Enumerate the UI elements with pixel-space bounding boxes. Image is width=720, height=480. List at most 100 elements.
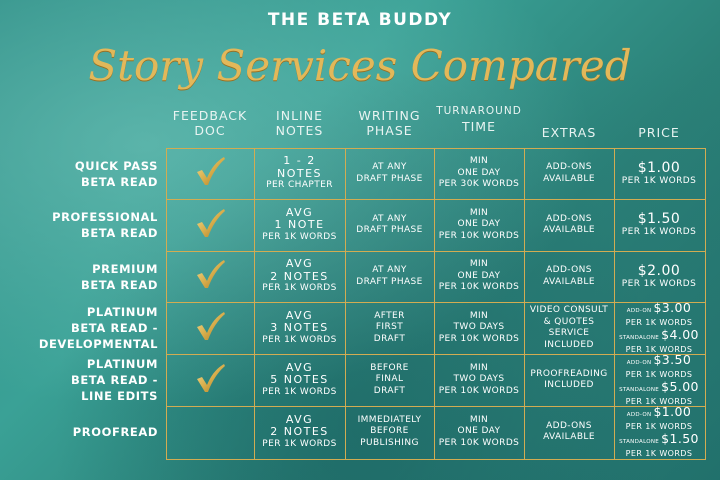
cell-text: BEFORE	[370, 426, 409, 437]
writing-phase-cell: BEFORE FINAL DRAFT	[345, 354, 434, 406]
price-line: STANDALONE $1.50	[619, 432, 699, 449]
column-header: EXTRAS	[524, 125, 614, 140]
row-label: PLATINUM BETA READ - DEVELOPMENTAL	[22, 304, 158, 352]
column-divider	[524, 148, 525, 459]
cell-text: PUBLISHING	[360, 437, 419, 448]
turnaround-cell: MIN ONE DAY PER 10K WORDS	[434, 199, 524, 251]
column-header: TURNAROUND TIME	[434, 104, 524, 134]
cell-text: PER 1K WORDS	[262, 438, 337, 449]
brand-title: THE BETA BUDDY	[267, 10, 453, 30]
cell-text: AVG	[285, 257, 314, 271]
row-label-line: QUICK PASS	[74, 158, 158, 173]
check-icon	[193, 257, 227, 296]
column-header: INLINE NOTES	[254, 108, 345, 138]
turnaround-cell: MIN ONE DAY PER 10K WORDS	[434, 406, 524, 458]
turnaround-cell: MIN ONE DAY PER 30K WORDS	[434, 148, 524, 199]
row-label-line: DEVELOPMENTAL	[38, 337, 158, 351]
extras-cell: ADD-ONS AVAILABLE	[524, 251, 614, 302]
cell-text: MIN	[469, 259, 489, 270]
column-header-line: INLINE	[276, 108, 323, 123]
price-cell: $1.00 PER 1K WORDS	[614, 148, 704, 199]
check-icon	[193, 361, 227, 400]
cell-text: IMMEDIATELY	[357, 414, 422, 425]
turnaround-cell: MIN ONE DAY PER 10K WORDS	[434, 251, 524, 302]
extras-cell: ADD-ONS AVAILABLE	[524, 199, 614, 251]
cell-text: PER 1K WORDS	[262, 334, 337, 345]
price-amount: $1.50	[661, 431, 699, 446]
row-label-line: PLATINUM	[86, 357, 158, 371]
row-label-line: PREMIUM	[92, 261, 158, 276]
cell-text: AVAILABLE	[543, 173, 595, 184]
cell-text: PER 1K WORDS	[262, 283, 337, 294]
cell-text: AVG	[285, 205, 314, 219]
cell-text: DRAFT PHASE	[356, 225, 423, 235]
cell-text: TWO DAYS	[453, 322, 505, 333]
inline-notes-cell: 1 - 2 NOTES PER CHAPTER	[254, 148, 345, 199]
check-icon	[193, 206, 227, 245]
cell-text: 3 NOTES	[270, 321, 329, 335]
price-unit: PER 1K WORDS	[625, 370, 693, 379]
extras-cell: PROOFREADING INCLUDED	[524, 354, 614, 406]
column-header-line: FEEDBACK	[172, 108, 248, 123]
cell-text: AT ANY	[372, 265, 407, 275]
extras-cell: ADD-ONS AVAILABLE	[524, 148, 614, 199]
price-unit: PER 1K WORDS	[621, 278, 697, 289]
price-amount: $1.00	[637, 159, 681, 176]
feedback-doc-cell	[166, 251, 254, 302]
page-title: Story Services Compared	[88, 41, 632, 90]
price-tag: STANDALONE	[619, 387, 662, 393]
inline-notes-cell: AVG 3 NOTES PER 1K WORDS	[254, 302, 345, 354]
feedback-doc-cell	[166, 302, 254, 354]
cell-text: AVAILABLE	[543, 432, 595, 442]
cell-text: DRAFT	[373, 333, 406, 344]
cell-text: PER 10K WORDS	[438, 333, 520, 344]
column-header: WRITING PHASE	[345, 108, 434, 138]
turnaround-cell: MIN TWO DAYS PER 10K WORDS	[434, 354, 524, 406]
row-label-line: BETA READ	[80, 226, 158, 240]
cell-text: AFTER	[374, 310, 405, 321]
writing-phase-cell: AT ANY DRAFT PHASE	[345, 199, 434, 251]
column-header-line: PHASE	[366, 123, 413, 138]
cell-text: NOTES	[276, 166, 323, 180]
cell-text: PER CHAPTER	[266, 180, 333, 191]
feedback-doc-cell	[166, 148, 254, 199]
cell-text: ONE DAY	[457, 270, 501, 281]
cell-text: AVG	[285, 360, 314, 374]
column-header-line: WRITING	[358, 108, 421, 123]
cell-text: VIDEO CONSULT	[529, 305, 609, 315]
cell-text: 2 NOTES	[270, 269, 329, 283]
writing-phase-cell: AT ANY DRAFT PHASE	[345, 251, 434, 302]
cell-text: 5 NOTES	[270, 373, 329, 387]
column-divider	[434, 148, 435, 459]
turnaround-cell: MIN TWO DAYS PER 10K WORDS	[434, 302, 524, 354]
comparison-table	[166, 148, 706, 460]
price-unit: PER 1K WORDS	[625, 397, 693, 406]
cell-text: DRAFT PHASE	[356, 173, 423, 184]
cell-text: MIN	[469, 310, 489, 321]
cell-text: DRAFT PHASE	[356, 276, 423, 287]
inline-notes-cell: AVG 1 NOTE PER 1K WORDS	[254, 199, 345, 251]
row-label-line: BETA READ	[80, 277, 158, 292]
cell-text: INCLUDED	[544, 380, 594, 390]
cell-text: & QUOTES	[543, 316, 595, 327]
row-label-line: BETA READ -	[70, 321, 158, 335]
column-header-line: TIME	[461, 119, 496, 134]
price-tag: STANDALONE	[619, 439, 662, 445]
row-label: PROFESSIONAL BETA READ	[22, 209, 158, 241]
row-label-line: PROFESSIONAL	[52, 210, 158, 224]
column-header-line: NOTES	[275, 123, 324, 138]
row-label: PREMIUM BETA READ	[22, 261, 158, 293]
cell-text: AVAILABLE	[543, 276, 595, 287]
cell-text: ADD-ONS	[546, 162, 592, 172]
price-tag: STANDALONE	[619, 335, 662, 341]
column-header-line: TURNAROUND	[436, 105, 522, 117]
cell-text: SERVICE	[548, 328, 590, 338]
price-amount: $1.00	[653, 404, 692, 419]
price-cell: ADD-ON $1.00 PER 1K WORDS STANDALONE $1.50…	[614, 404, 704, 458]
column-divider	[254, 148, 255, 459]
inline-notes-cell: AVG 5 NOTES PER 1K WORDS	[254, 354, 345, 406]
cell-text: AVAILABLE	[543, 225, 595, 235]
price-tag: ADD-ON	[626, 360, 654, 366]
row-divider	[166, 251, 705, 252]
cell-text: MIN	[469, 207, 489, 218]
